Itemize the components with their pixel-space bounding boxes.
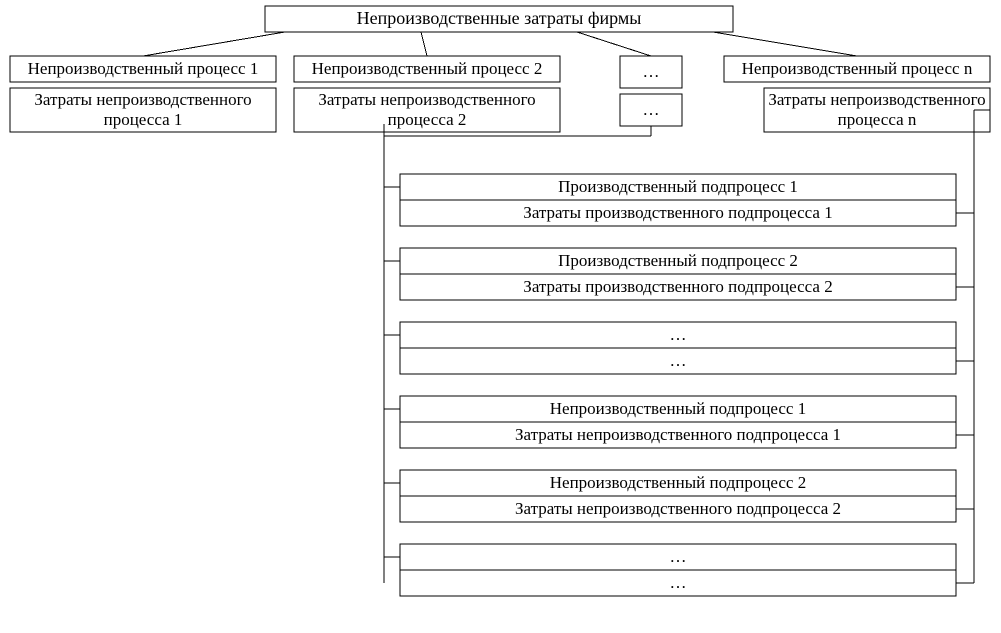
- subproc-bot-label-sp3: …: [670, 351, 687, 370]
- subproc-bot-label-sp6: …: [670, 573, 687, 592]
- subproc-top-label-sp2: Производственный подпроцесс 2: [558, 251, 798, 270]
- cost-label1-pn: Затраты непроизводственного: [768, 90, 985, 109]
- subproc-bot-label-sp2: Затраты производственного подпроцесса 2: [523, 277, 832, 296]
- subproc-bot-label-sp5: Затраты непроизводственного подпроцесса …: [515, 499, 841, 518]
- process-label-p2: Непроизводственный процесс 2: [312, 59, 543, 78]
- cost-label-pdots: …: [643, 100, 660, 119]
- root-connector-pn: [713, 32, 857, 56]
- root-connector-pdots: [577, 32, 651, 56]
- cost-label1-p1: Затраты непроизводственного: [34, 90, 251, 109]
- cost-label2-p2: процесса 2: [388, 110, 467, 129]
- process-label-pn: Непроизводственный процесс n: [742, 59, 973, 78]
- subproc-top-label-sp3: …: [670, 325, 687, 344]
- process-label-pdots: …: [643, 62, 660, 81]
- diagram-canvas: Непроизводственные затраты фирмы Непроизв…: [0, 0, 1001, 633]
- subproc-top-label-sp4: Непроизводственный подпроцесс 1: [550, 399, 806, 418]
- subproc-top-label-sp5: Непроизводственный подпроцесс 2: [550, 473, 806, 492]
- root-label: Непроизводственные затраты фирмы: [357, 8, 642, 28]
- root-connector-p1: [143, 32, 285, 56]
- subproc-top-label-sp6: …: [670, 547, 687, 566]
- cost-label1-p2: Затраты непроизводственного: [318, 90, 535, 109]
- subproc-bot-label-sp1: Затраты производственного подпроцесса 1: [523, 203, 832, 222]
- cost-label2-pn: процесса n: [838, 110, 917, 129]
- subproc-top-label-sp1: Производственный подпроцесс 1: [558, 177, 798, 196]
- root-connector-p2: [421, 32, 427, 56]
- process-label-p1: Непроизводственный процесс 1: [28, 59, 259, 78]
- cost-label2-p1: процесса 1: [104, 110, 183, 129]
- subproc-bot-label-sp4: Затраты непроизводственного подпроцесса …: [515, 425, 841, 444]
